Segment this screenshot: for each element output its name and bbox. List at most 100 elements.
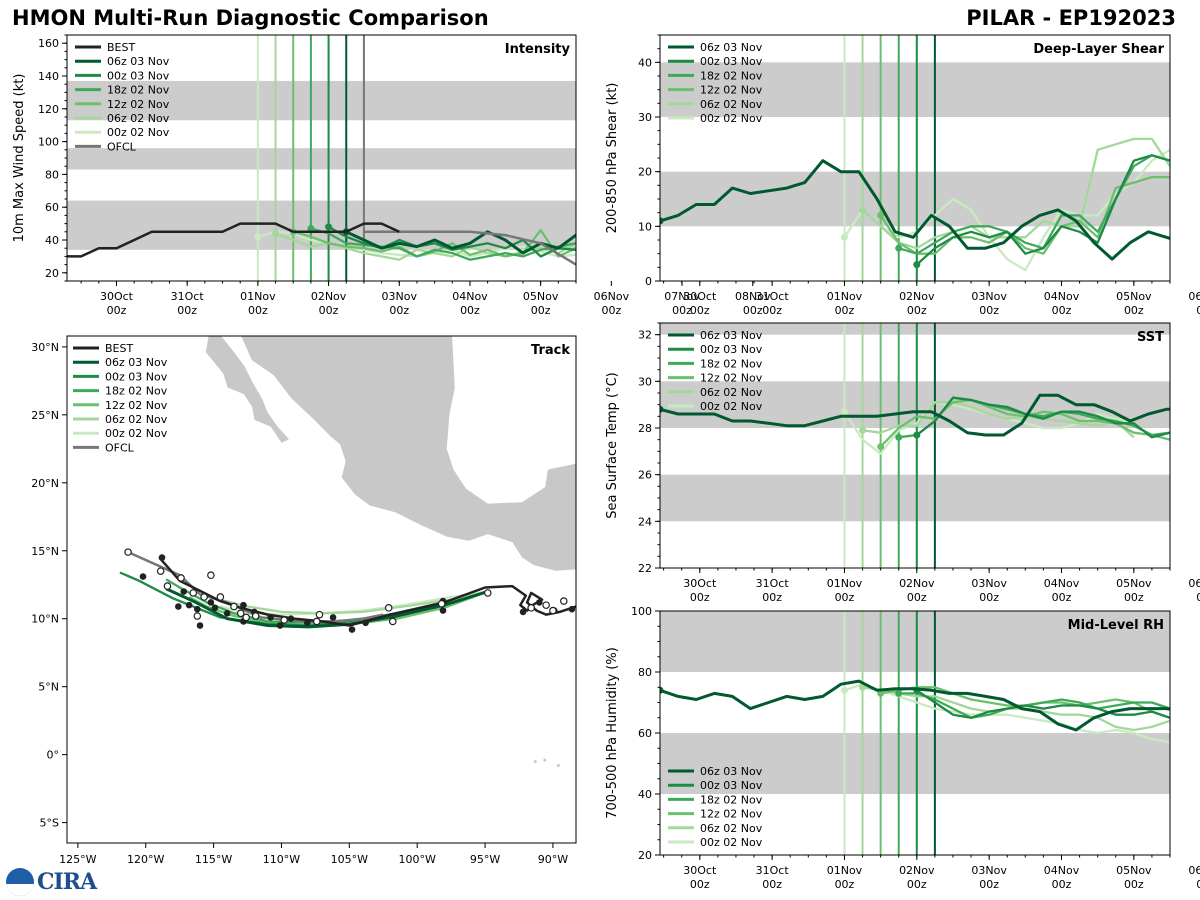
rh-plot-area (660, 611, 1170, 855)
intensity-xtick-label: 31Oct (171, 290, 205, 303)
rh-xtick-label: 03Nov (971, 864, 1007, 877)
intensity-xtick-label: 02Nov (311, 290, 347, 303)
legend-label-00z-02-nov: 00z 02 Nov (107, 126, 170, 139)
legend-label-00z-03-nov: 00z 03 Nov (105, 370, 168, 383)
rh-xtick-label-hour: 00z (907, 878, 927, 891)
intensity-ytick-label: 20 (45, 267, 59, 280)
intensity-start-marker-18z-02-nov (307, 225, 315, 233)
track-best-position-dot (223, 609, 231, 617)
rh-ytick-label: 100 (631, 605, 652, 618)
sst-xtick-label-hour: 00z (907, 591, 927, 604)
shear-ytick-label: 20 (638, 166, 652, 179)
sst-start-marker-00z-02-nov (840, 408, 848, 416)
intensity-xtick-label: 30Oct (100, 290, 134, 303)
track-forecast-position-dot (163, 582, 172, 590)
legend-label-12z-02-nov: 12z 02 Nov (107, 98, 170, 111)
rh-ytick-label: 60 (638, 727, 652, 740)
legend-label-06z-03-nov: 06z 03 Nov (700, 329, 763, 342)
noaa-logo-icon (6, 868, 34, 896)
legend-label-18z-02-nov: 18z 02 Nov (105, 385, 168, 398)
track-ytick-label: 20°N (31, 477, 59, 490)
legend-label-06z-03-nov: 06z 03 Nov (700, 41, 763, 54)
shear-xtick-label: 30Oct (683, 290, 717, 303)
legend-label-06z-03-nov: 06z 03 Nov (700, 765, 763, 778)
sst-xtick-label: 06Nov (1188, 577, 1200, 590)
rh-xtick-label: 05Nov (1116, 864, 1152, 877)
rh-band-0 (660, 733, 1170, 794)
track-best-position-dot (568, 605, 576, 613)
sst-start-marker-12z-02-nov (877, 443, 885, 451)
track-forecast-position-dot (124, 548, 132, 556)
legend-label-06z-03-nov: 06z 03 Nov (107, 55, 170, 68)
shear-band-0 (660, 171, 1170, 227)
sst-xtick-label-hour: 00z (979, 591, 999, 604)
shear-start-marker-00z-02-nov (840, 233, 848, 241)
legend-label-best: BEST (107, 41, 135, 54)
rh-start-marker-18z-02-nov (895, 689, 903, 697)
track-best-position-dot (276, 622, 284, 629)
chart-title-left: HMON Multi-Run Diagnostic Comparison (12, 6, 489, 30)
track-best-position-dot (158, 554, 166, 561)
sst-xtick-label-hour: 00z (762, 591, 782, 604)
sst-series-06z-02-nov (862, 401, 1135, 439)
intensity-xtick-label-hour: 00z (248, 304, 268, 317)
legend-label-06z-02-nov: 06z 02 Nov (700, 822, 763, 835)
sst-start-marker-06z-02-nov (859, 426, 867, 434)
intensity-xtick-label: 08Nov (735, 290, 771, 303)
rh-xtick-label-hour: 00z (1196, 878, 1200, 891)
track-forecast-position-dot (315, 610, 324, 619)
track-forecast-position-dot (207, 571, 215, 580)
track-best-position-dot (139, 573, 147, 580)
track-ytick-label: 5°S (40, 817, 59, 830)
intensity-panel: 2040608010012014016030Oct00z31Oct00z01No… (12, 34, 771, 317)
shear-start-marker-12z-02-nov (877, 211, 885, 219)
sst-xtick-label: 30Oct (683, 577, 717, 590)
track-forecast-position-dot (189, 589, 198, 597)
rh-xtick-label: 04Nov (1044, 864, 1080, 877)
track-forecast-position-dot (193, 612, 202, 620)
intensity-start-marker-00z-03-nov (325, 223, 333, 231)
legend-label-00z-03-nov: 00z 03 Nov (700, 343, 763, 356)
sst-ytick-label: 22 (638, 562, 652, 575)
track-xtick-label: 90°W (538, 853, 568, 866)
rh-ytick-label: 40 (638, 788, 652, 801)
legend-label-ofcl: OFCL (105, 441, 135, 454)
legend-label-06z-03-nov: 06z 03 Nov (105, 356, 168, 369)
track-best-position-dot (439, 607, 447, 614)
intensity-plot-area (67, 35, 576, 281)
shear-ylabel: 200-850 hPa Shear (kt) (605, 83, 620, 234)
rh-series-06z-03-nov (660, 679, 1170, 732)
legend-label-06z-02-nov: 06z 02 Nov (700, 98, 763, 111)
island-1 (533, 759, 537, 763)
rh-series-06z-02-nov (862, 686, 1170, 732)
legend-label-00z-03-nov: 00z 03 Nov (107, 69, 170, 82)
intensity-xtick-label-hour: 00z (460, 304, 480, 317)
track-map-area (119, 336, 576, 768)
sst-xtick-label-hour: 00z (1052, 591, 1072, 604)
legend-label-best: BEST (105, 342, 133, 355)
track-panel: 5°S 0° 5°N 10°N 15°N 20°N 25°N 30°N 125°W 120°W 11… (31, 335, 577, 866)
legend-label-00z-03-nov: 00z 03 Nov (700, 779, 763, 792)
track-ytick-label: 15°N (31, 545, 59, 558)
track-xtick-label: 125°W (59, 853, 96, 866)
track-forecast-position-dot (177, 574, 185, 582)
sst-ytick-label: 24 (638, 515, 652, 528)
track-ytick-label: 25°N (31, 409, 59, 422)
track-forecast-position-dot (527, 604, 536, 612)
rh-xtick-label-hour: 00z (690, 878, 710, 891)
intensity-xtick-label-hour: 00z (319, 304, 339, 317)
intensity-series-best (67, 222, 400, 258)
rh-xtick-label-hour: 00z (762, 878, 782, 891)
rh-xtick-label-hour: 00z (835, 878, 855, 891)
sst-start-marker-18z-02-nov (895, 433, 903, 441)
legend-label-12z-02-nov: 12z 02 Nov (700, 84, 763, 97)
rh-panel-title: Mid-Level RH (1068, 618, 1164, 633)
sst-xtick-label: 31Oct (756, 577, 790, 590)
shear-xtick-label: 02Nov (899, 290, 935, 303)
sst-series-06z-03-nov (660, 393, 1170, 437)
track-forecast-position-dot (549, 606, 557, 615)
shear-start-marker-00z-03-nov (913, 261, 921, 269)
